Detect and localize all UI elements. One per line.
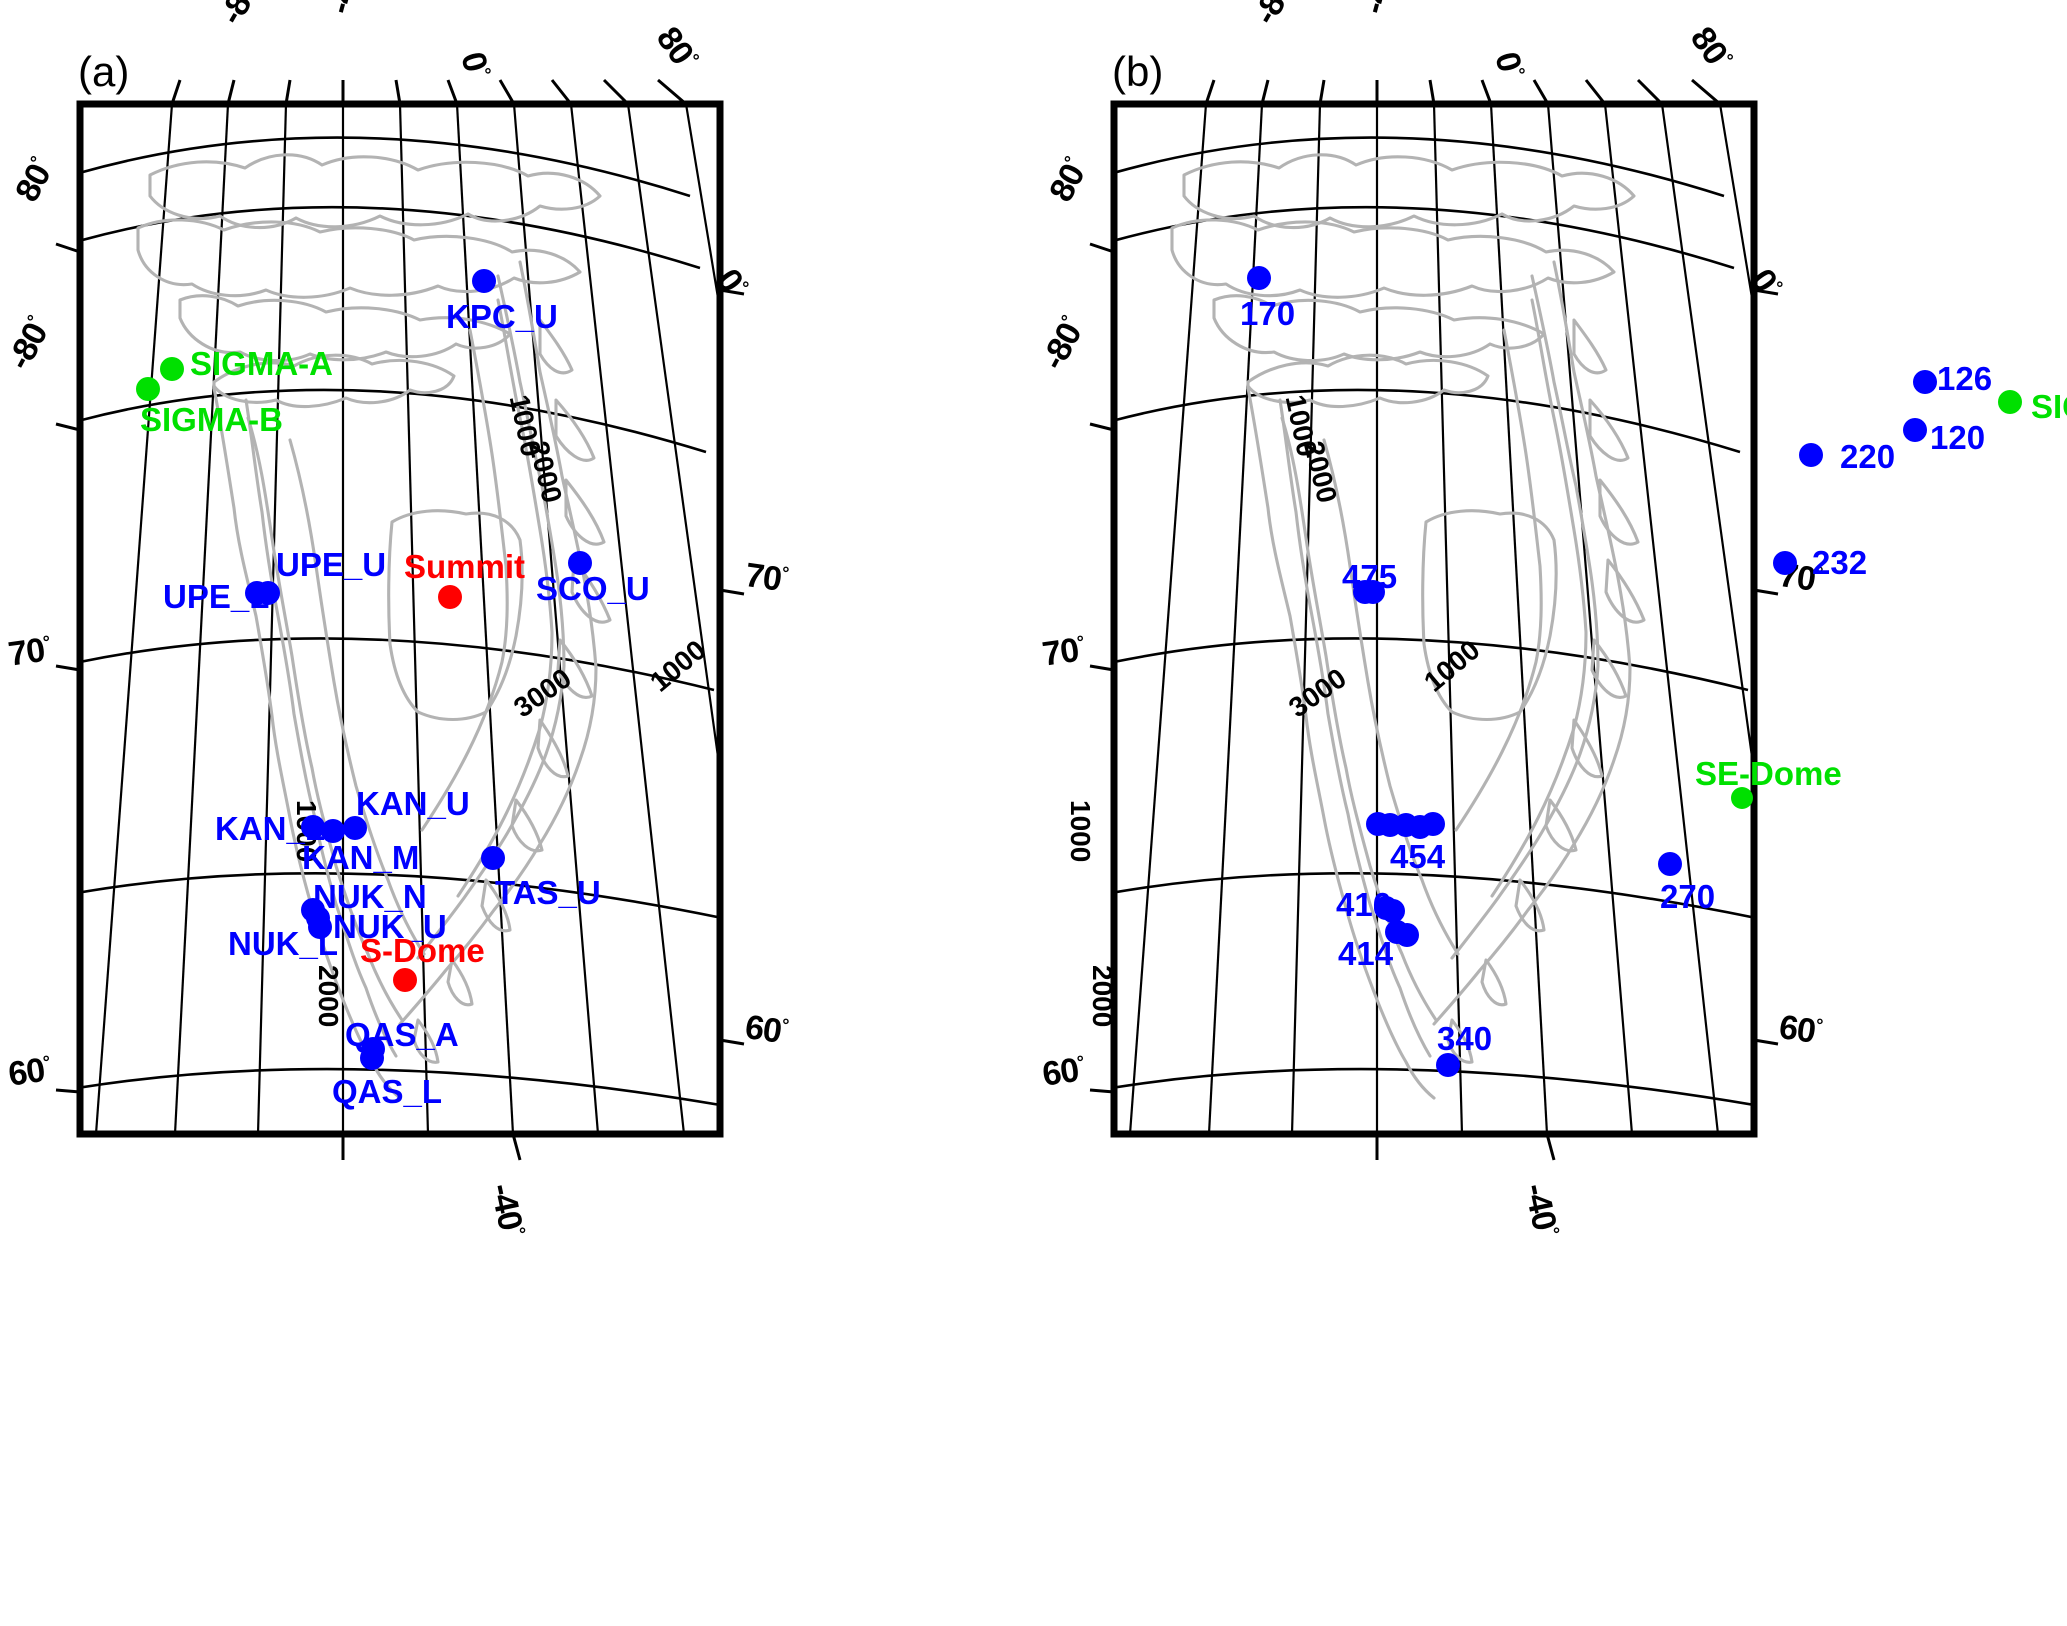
- station-label-upe-l: UPE_L: [163, 578, 270, 615]
- station-marker-sigma-d[interactable]: [1998, 390, 2022, 414]
- station-label-sco-u: SCO_U: [536, 570, 650, 607]
- station-label-270: 270: [1660, 878, 1716, 915]
- axis-label-right-lat-60-b: 60°: [1776, 1008, 1824, 1051]
- map-frame-a: [76, 100, 724, 1138]
- station-marker-s-dome[interactable]: [393, 968, 417, 992]
- station-marker-340[interactable]: [1436, 1053, 1460, 1077]
- station-marker-454[interactable]: [1378, 813, 1402, 837]
- station-label-475: 475: [1342, 558, 1398, 595]
- station-marker-126[interactable]: [1913, 370, 1937, 394]
- station-marker-220[interactable]: [1799, 443, 1823, 467]
- station-label-sigma-d: SIGMA-D: [2031, 388, 2067, 425]
- station-label-sigma-a: SIGMA-A: [190, 345, 333, 382]
- map-frame-b: [1110, 100, 1758, 1138]
- station-label-kan-l: KAN_L: [215, 810, 326, 847]
- station-marker-upe-l[interactable]: [245, 581, 269, 605]
- station-marker-232[interactable]: [1773, 551, 1797, 575]
- contour-label-2000-b2: 2000: [1087, 965, 1118, 1028]
- station-marker-nuk-l[interactable]: [308, 915, 332, 939]
- station-marker-sigma-a[interactable]: [160, 357, 184, 381]
- station-label-nuk-n: NUK_N: [313, 878, 427, 915]
- station-label-summit: Summit: [404, 548, 526, 585]
- parallel-lines-b: [1114, 136, 1754, 1107]
- station-marker-se-dome[interactable]: [1731, 787, 1753, 809]
- station-marker-sco-u[interactable]: [568, 551, 592, 575]
- greenland-coastline-b: [1170, 153, 1646, 1100]
- station-label-kan-m: KAN_M: [302, 839, 420, 876]
- station-marker-sigma-b[interactable]: [136, 377, 160, 401]
- panel-a-tag: (a): [78, 48, 130, 95]
- station-marker-416[interactable]: [1374, 896, 1398, 920]
- contour-label-1000-b3: 1000: [1065, 800, 1096, 863]
- station-label-kpc-u: KPC_U: [446, 298, 558, 335]
- station-label-232: 232: [1812, 544, 1868, 581]
- panel-b-map-svg: [1089, 78, 1779, 1161]
- axis-label-left-lat-2: 70°: [6, 631, 51, 674]
- station-label-qas-l: QAS_L: [332, 1073, 443, 1110]
- station-label-454: 454: [1390, 838, 1446, 875]
- axis-label-left-lat-3: 60°: [6, 1051, 51, 1094]
- station-label-nuk-l: NUK_L: [228, 925, 339, 962]
- axis-label-left-lat-2-b: 70°: [1040, 631, 1085, 674]
- station-label-se-dome: SE-Dome: [1695, 755, 1842, 792]
- panel-a: (a): [0, 0, 1033, 1626]
- inner-frame-b: [1115, 105, 1753, 1133]
- station-label-340: 340: [1437, 1020, 1493, 1057]
- station-label-upe-u: UPE_U: [276, 546, 387, 583]
- station-marker-120[interactable]: [1903, 418, 1927, 442]
- station-marker-kpc-u[interactable]: [472, 269, 496, 293]
- station-label-126: 126: [1937, 360, 1993, 397]
- meridian-lines-a: [94, 104, 720, 1134]
- station-label-220: 220: [1840, 438, 1896, 475]
- station-marker-kan-u[interactable]: [343, 816, 367, 840]
- station-label-416: 416: [1336, 886, 1392, 923]
- station-label-qas-a: QAS_A: [345, 1016, 459, 1053]
- station-label-170: 170: [1240, 295, 1296, 332]
- station-marker-414[interactable]: [1385, 920, 1409, 944]
- station-label-tas-u: TAS_U: [495, 874, 601, 911]
- tick-marks-a: [55, 78, 745, 1161]
- station-label-414: 414: [1338, 935, 1394, 972]
- axis-label-right-lat-70: 70°: [742, 556, 790, 599]
- station-marker-qas-l[interactable]: [360, 1046, 384, 1070]
- panel-b: (b): [1034, 0, 2067, 1626]
- station-marker-475[interactable]: [1353, 580, 1377, 604]
- station-marker-summit[interactable]: [438, 585, 462, 609]
- panel-a-map-svg: [55, 78, 745, 1161]
- tick-marks-b: [1089, 78, 1779, 1161]
- panel-b-tag: (b): [1112, 48, 1164, 95]
- axis-label-right-lat-60: 60°: [742, 1008, 790, 1051]
- station-label-kan-u: KAN_U: [356, 785, 470, 822]
- axis-label-left-lat-3-b: 60°: [1040, 1051, 1085, 1094]
- contour-label-2000-a2: 2000: [313, 965, 344, 1028]
- station-marker-kan-m[interactable]: [321, 819, 345, 843]
- station-marker-tas-u[interactable]: [481, 846, 505, 870]
- greenland-coastline-a: [136, 153, 612, 1100]
- station-marker-extra: [1421, 812, 1445, 836]
- parallel-lines-a: [80, 136, 720, 1107]
- station-label-sigma-b: SIGMA-B: [140, 401, 283, 438]
- station-label-nuk-u: NUK_U: [333, 908, 447, 945]
- meridian-lines-b: [1128, 104, 1754, 1134]
- station-marker-270[interactable]: [1658, 852, 1682, 876]
- station-label-s-dome: S-Dome: [360, 932, 485, 969]
- station-marker-170[interactable]: [1247, 266, 1271, 290]
- station-label-120: 120: [1930, 419, 1986, 456]
